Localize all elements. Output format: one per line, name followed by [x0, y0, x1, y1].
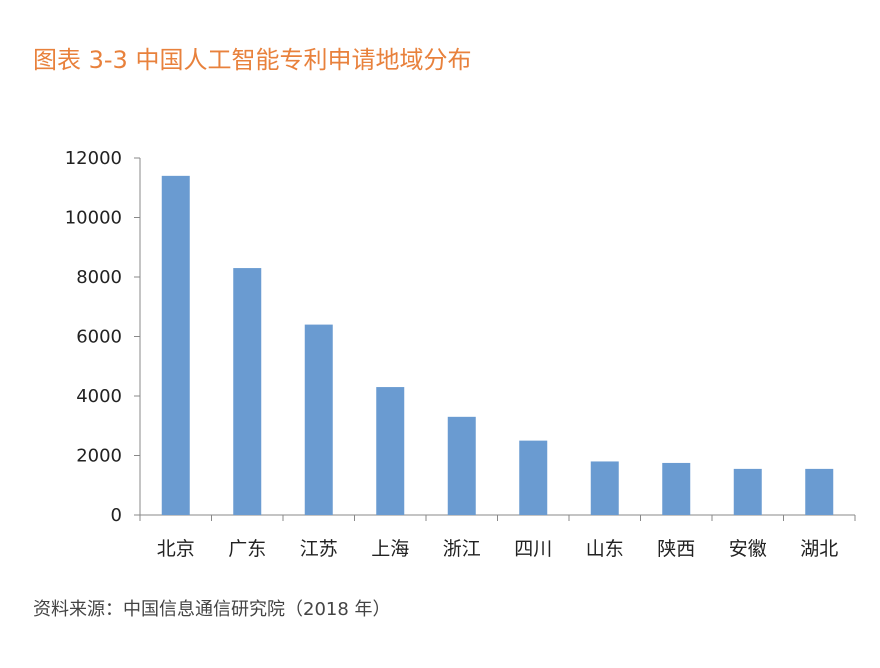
- y-tick-label: 8000: [76, 267, 122, 288]
- y-tick-label: 0: [111, 505, 122, 526]
- x-category-label: 陕西: [657, 538, 695, 560]
- source-note: 资料来源：中国信息通信研究院（2018 年）: [33, 599, 391, 620]
- y-tick-label: 6000: [76, 327, 122, 348]
- y-tick-label: 4000: [76, 386, 122, 407]
- bar: [447, 416, 476, 515]
- bar: [805, 468, 834, 515]
- bar: [376, 387, 405, 515]
- chart-title: 图表 3-3 中国人工智能专利申请地域分布: [33, 46, 472, 74]
- y-tick-label: 10000: [65, 208, 122, 229]
- x-axis: 北京 广东 江苏 上海 浙江 四川 山东 陕西 安徽 湖北: [139, 514, 856, 560]
- bar: [662, 462, 691, 515]
- x-category-label: 四川: [514, 538, 552, 560]
- bar: [733, 468, 762, 515]
- y-tick-label: 2000: [76, 446, 122, 467]
- x-category-label: 北京: [157, 538, 195, 560]
- bar: [519, 440, 548, 515]
- bar: [304, 324, 333, 515]
- bar: [590, 461, 619, 515]
- y-tick-label: 12000: [65, 148, 122, 169]
- bars: [161, 175, 834, 515]
- x-category-label: 广东: [228, 538, 266, 560]
- x-category-label: 浙江: [443, 538, 481, 560]
- x-category-label: 江苏: [300, 538, 338, 560]
- x-category-label: 上海: [371, 538, 409, 560]
- bar: [161, 175, 190, 515]
- x-category-label: 山东: [586, 538, 624, 560]
- x-category-label: 湖北: [800, 538, 838, 560]
- bar: [233, 268, 262, 515]
- bar-chart: 0 2000 4000 6000 8000 10000 12000 北京 广东 江苏 上海 浙江 四川…: [65, 148, 856, 560]
- x-category-label: 安徽: [729, 538, 767, 560]
- y-axis: 0 2000 4000 6000 8000 10000 12000: [65, 148, 141, 526]
